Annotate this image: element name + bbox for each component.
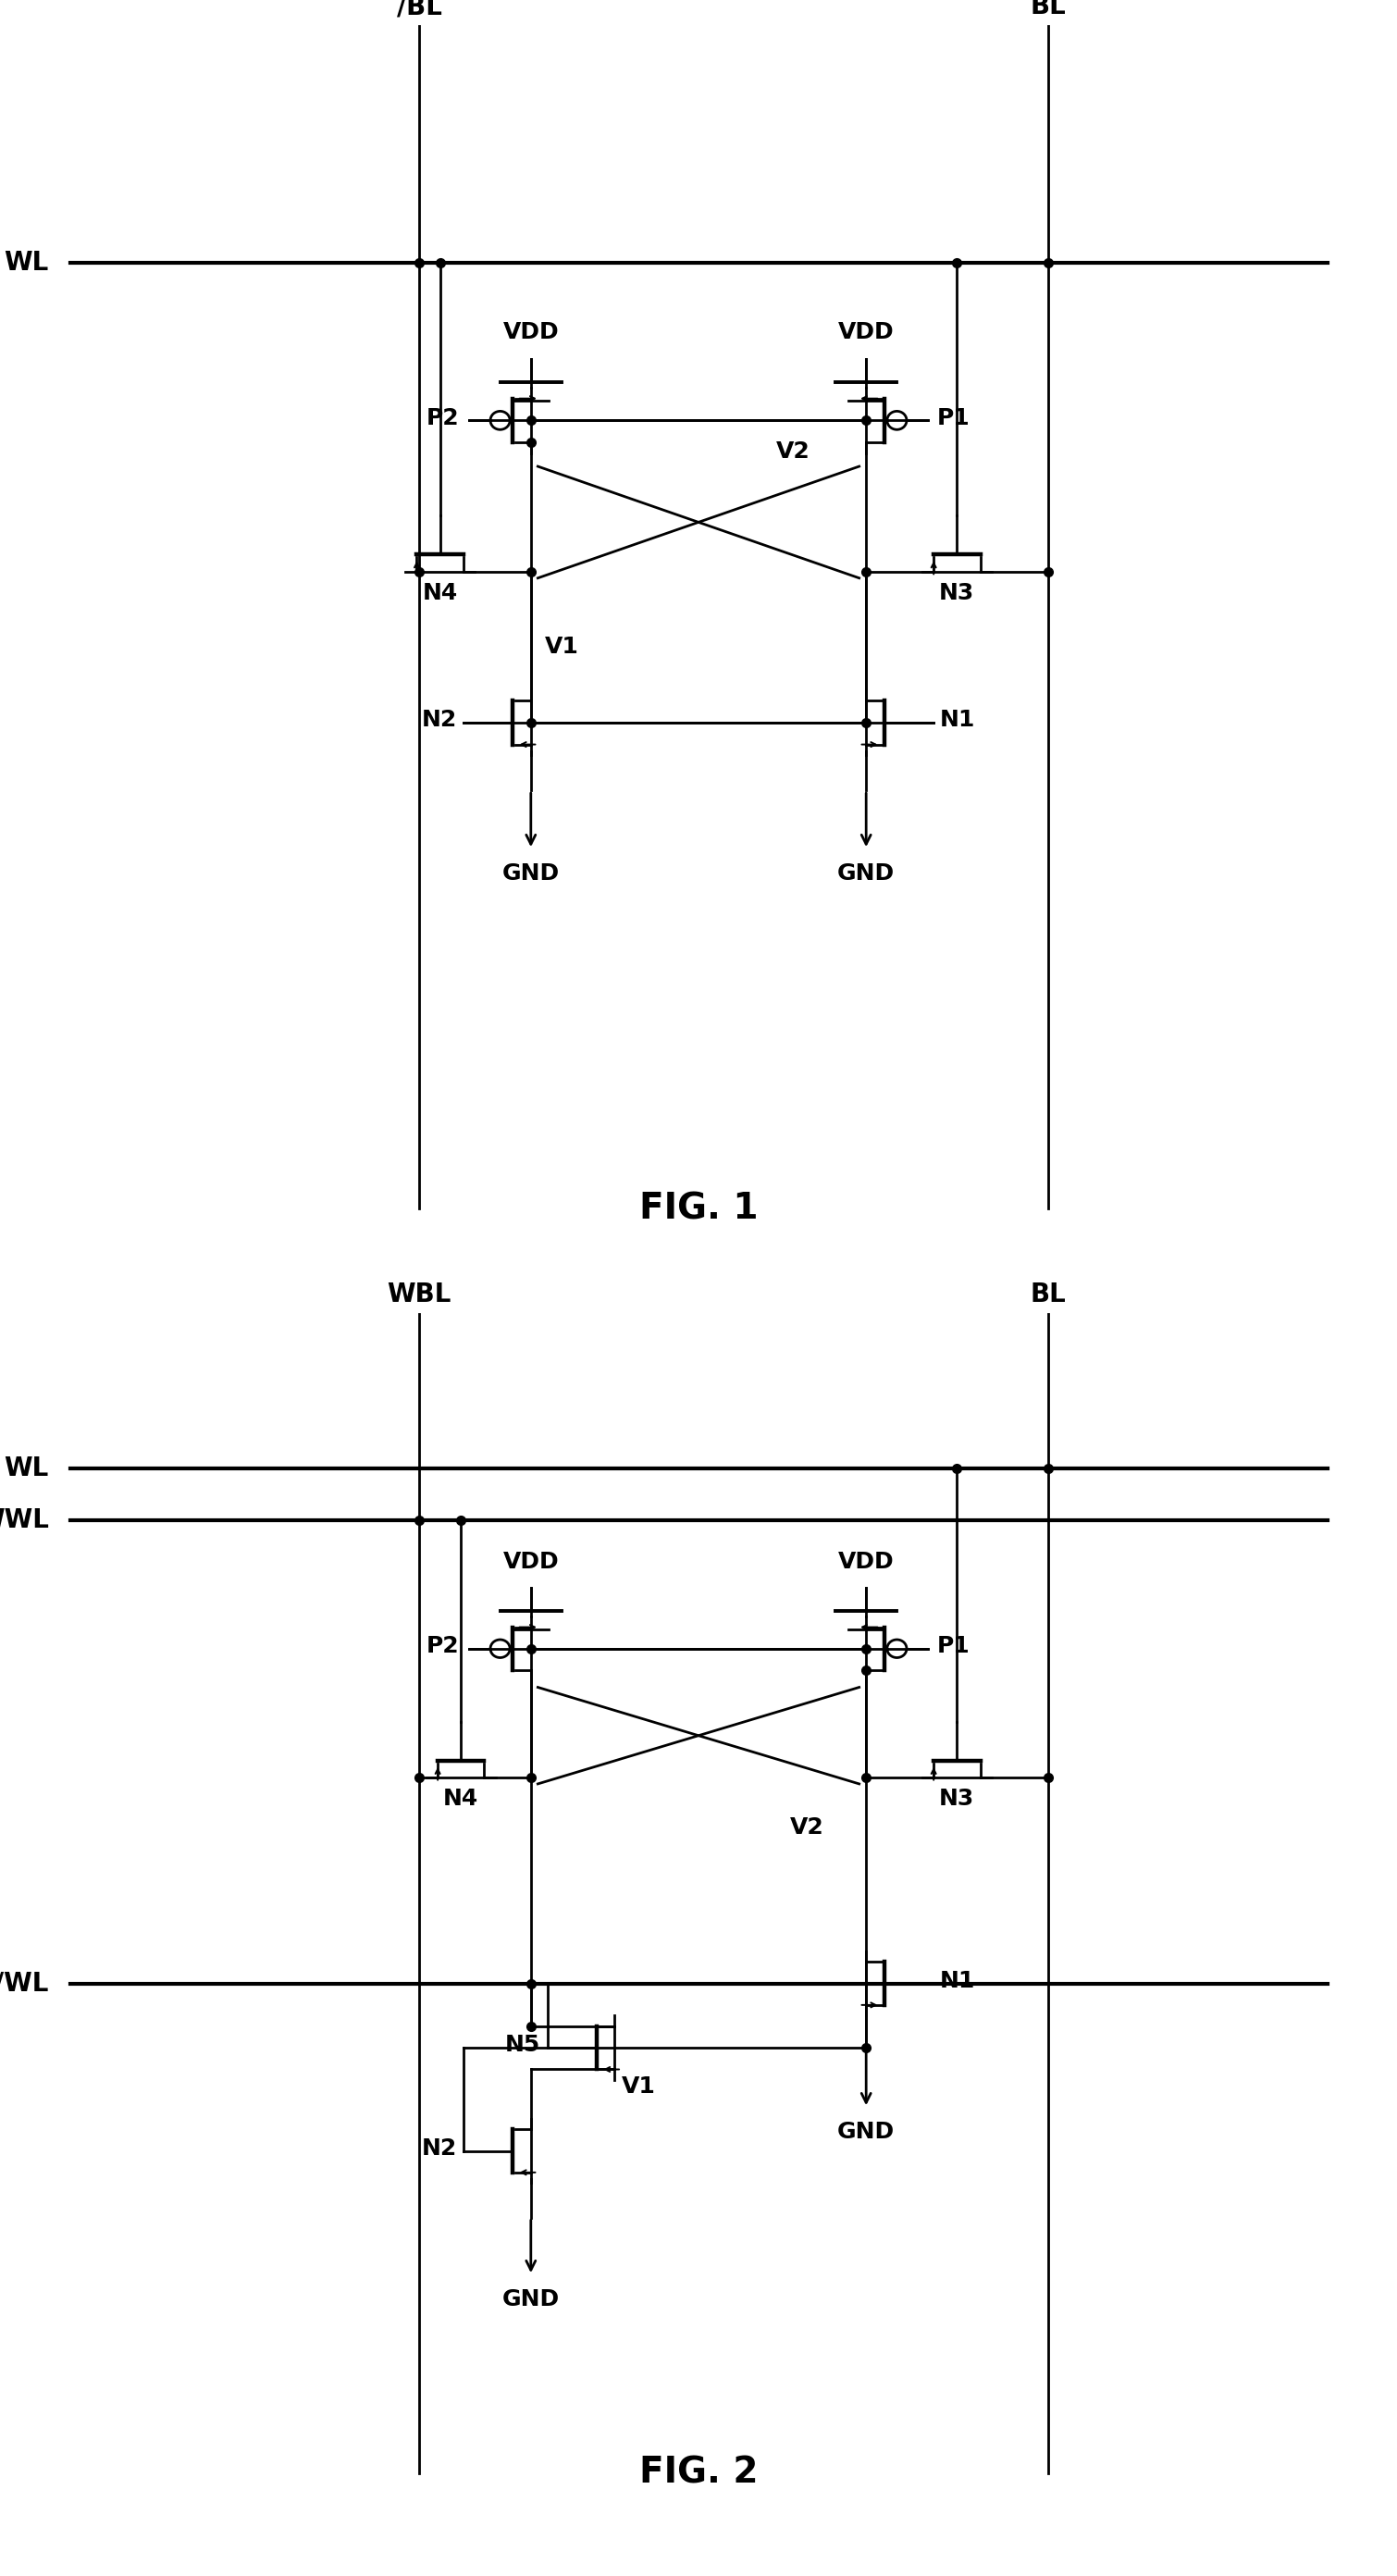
Text: GND: GND	[837, 2120, 895, 2143]
Text: N1: N1	[940, 1971, 975, 1991]
Text: N2: N2	[422, 708, 457, 732]
Text: N3: N3	[939, 1788, 975, 1811]
Text: N4: N4	[422, 582, 458, 605]
Text: VDD: VDD	[503, 319, 559, 343]
Text: WL: WL	[4, 250, 49, 276]
Text: WL: WL	[4, 1455, 49, 1481]
Text: V1: V1	[545, 636, 578, 657]
Text: /WL: /WL	[0, 1971, 49, 1996]
Text: WBL: WBL	[387, 1280, 451, 1306]
Text: WWL: WWL	[0, 1507, 49, 1533]
Text: N1: N1	[940, 708, 975, 732]
Text: N4: N4	[443, 1788, 479, 1811]
Text: P2: P2	[426, 1636, 460, 1656]
Text: /BL: /BL	[397, 0, 441, 21]
Text: V2: V2	[791, 1816, 824, 1839]
Text: BL: BL	[1030, 1280, 1066, 1306]
Text: V2: V2	[777, 440, 810, 461]
Text: N5: N5	[506, 2035, 541, 2056]
Text: VDD: VDD	[838, 1551, 894, 1571]
Text: N3: N3	[939, 582, 975, 605]
Text: P1: P1	[937, 407, 971, 428]
Text: GND: GND	[502, 863, 560, 886]
Text: BL: BL	[1030, 0, 1066, 21]
Text: V1: V1	[622, 2076, 655, 2097]
Text: VDD: VDD	[838, 319, 894, 343]
Text: FIG. 1: FIG. 1	[638, 1190, 759, 1226]
Text: VDD: VDD	[503, 1551, 559, 1571]
Text: P2: P2	[426, 407, 460, 428]
Text: FIG. 2: FIG. 2	[638, 2455, 759, 2491]
Text: P1: P1	[937, 1636, 971, 1656]
Text: N2: N2	[422, 2138, 457, 2159]
Text: GND: GND	[502, 2287, 560, 2311]
Text: GND: GND	[837, 863, 895, 886]
